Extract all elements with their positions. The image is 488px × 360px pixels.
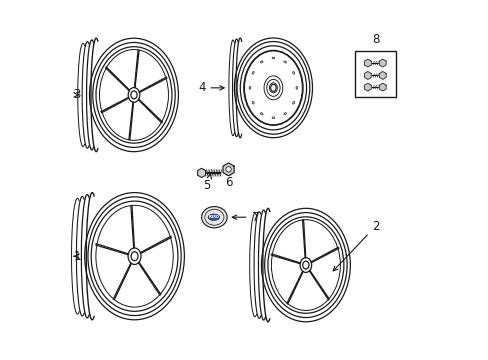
Ellipse shape <box>208 214 219 220</box>
Ellipse shape <box>292 72 294 74</box>
Ellipse shape <box>251 102 254 104</box>
Polygon shape <box>364 59 370 67</box>
Text: FORD: FORD <box>208 215 219 219</box>
Polygon shape <box>379 83 386 91</box>
Ellipse shape <box>248 86 250 89</box>
Ellipse shape <box>283 113 286 115</box>
Text: 4: 4 <box>198 81 224 94</box>
Ellipse shape <box>283 61 286 63</box>
Circle shape <box>225 167 231 172</box>
Ellipse shape <box>271 117 274 119</box>
Text: 2: 2 <box>332 220 379 271</box>
Polygon shape <box>364 83 370 91</box>
Ellipse shape <box>131 252 138 261</box>
Ellipse shape <box>270 84 276 91</box>
Ellipse shape <box>271 57 274 59</box>
Polygon shape <box>379 59 386 67</box>
Text: 7: 7 <box>232 211 259 224</box>
Ellipse shape <box>201 207 226 228</box>
Text: 1: 1 <box>73 250 81 263</box>
Polygon shape <box>197 168 205 177</box>
Text: 6: 6 <box>224 170 232 189</box>
Text: 8: 8 <box>371 33 379 46</box>
Bar <box>355 51 395 97</box>
Text: 5: 5 <box>203 174 211 192</box>
Ellipse shape <box>260 113 263 115</box>
Polygon shape <box>223 163 234 176</box>
Polygon shape <box>364 72 370 79</box>
Ellipse shape <box>302 261 308 269</box>
Ellipse shape <box>295 86 297 89</box>
Ellipse shape <box>131 91 137 99</box>
Ellipse shape <box>292 102 294 104</box>
Ellipse shape <box>251 72 254 74</box>
Polygon shape <box>379 72 386 79</box>
Ellipse shape <box>260 61 263 63</box>
Text: 3: 3 <box>73 89 81 102</box>
